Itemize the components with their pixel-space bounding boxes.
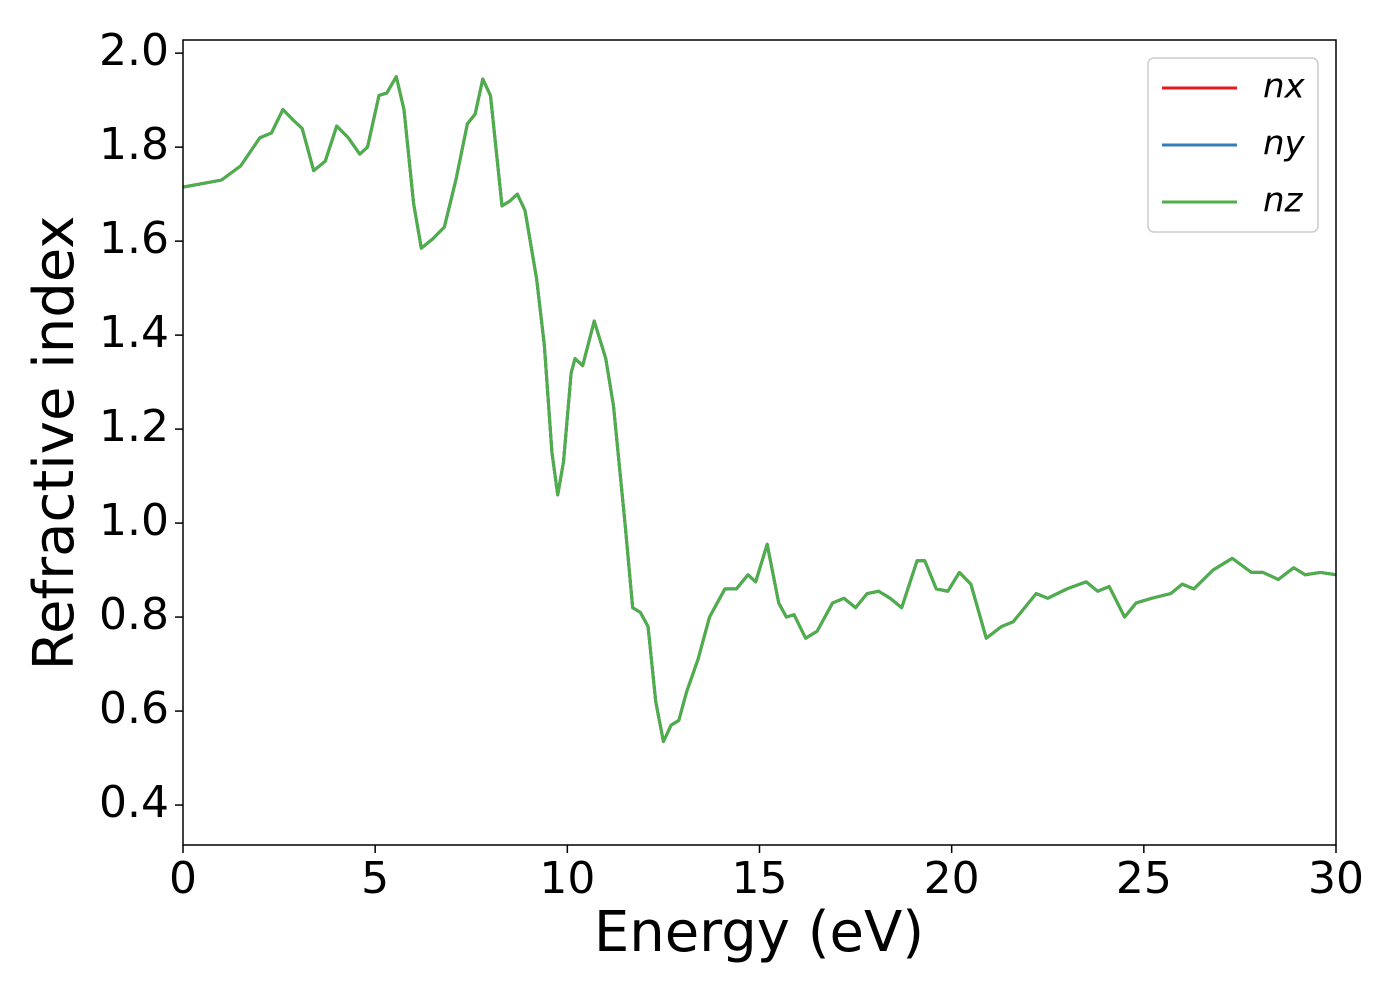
x-tick-label: 15 — [732, 853, 788, 904]
y-tick-label: 0.8 — [99, 589, 169, 640]
y-tick-label: 1.6 — [99, 213, 169, 264]
x-tick-label: 30 — [1308, 853, 1364, 904]
plot-frame — [182, 39, 1337, 846]
x-tick-label: 10 — [539, 853, 595, 904]
legend-label: ny — [1263, 124, 1306, 164]
y-tick-label: 0.4 — [99, 777, 169, 828]
x-tick-label: 0 — [169, 853, 197, 904]
y-tick-label: 1.2 — [99, 401, 169, 452]
y-tick-label: 1.0 — [99, 495, 169, 546]
legend-label: nx — [1263, 67, 1306, 107]
line-series — [182, 75, 1337, 744]
x-tick-label: 20 — [924, 853, 980, 904]
legend-label: nz — [1263, 181, 1304, 221]
y-tick-label: 1.4 — [99, 307, 169, 358]
y-tick-label: 1.8 — [99, 119, 169, 170]
y-tick-label: 2.0 — [99, 25, 169, 76]
x-tick-label: 5 — [361, 853, 389, 904]
y-axis-label: Refractive index — [22, 216, 87, 671]
x-axis-label: Energy (eV) — [594, 900, 924, 965]
y-tick-label: 0.6 — [99, 683, 169, 734]
x-tick-label: 25 — [1116, 853, 1172, 904]
